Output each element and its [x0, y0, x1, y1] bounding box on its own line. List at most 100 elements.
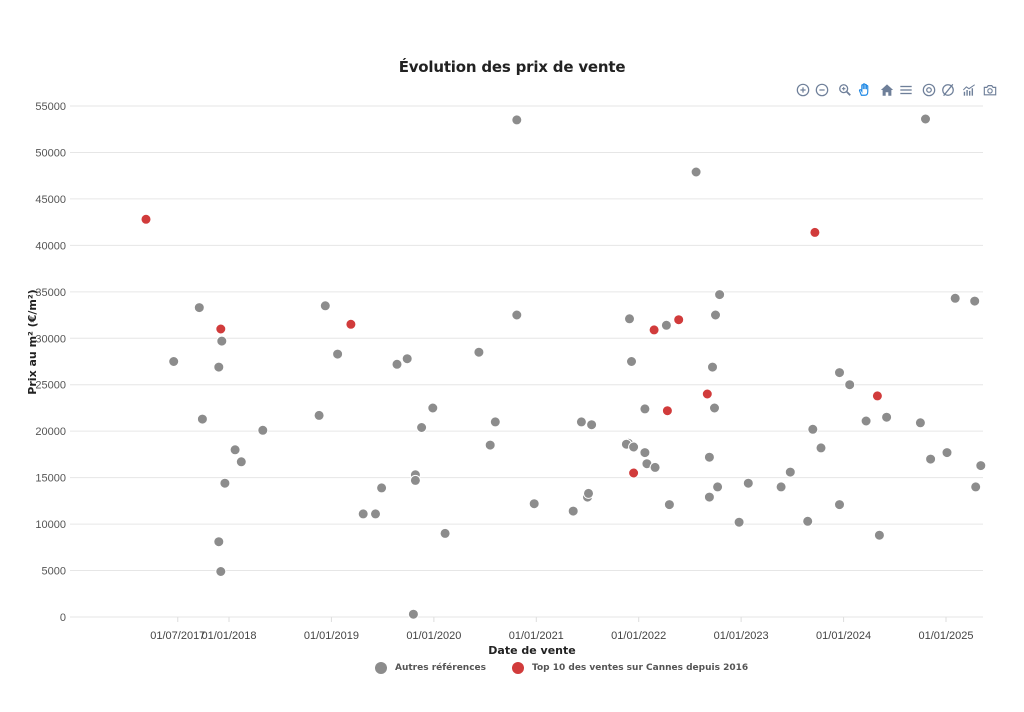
data-point[interactable]	[511, 114, 523, 126]
data-point[interactable]	[663, 499, 675, 511]
data-point[interactable]	[511, 309, 523, 321]
data-point[interactable]	[914, 417, 926, 429]
data-point[interactable]	[140, 213, 152, 225]
marker-button[interactable]	[921, 82, 937, 98]
data-point[interactable]	[807, 423, 819, 435]
zoom-out-button[interactable]	[814, 82, 830, 98]
data-point[interactable]	[742, 477, 754, 489]
data-point[interactable]	[567, 505, 579, 517]
data-point[interactable]	[528, 498, 540, 510]
data-point[interactable]	[639, 403, 651, 415]
data-point[interactable]	[860, 415, 872, 427]
data-point[interactable]	[970, 481, 982, 493]
y-tick-label: 10000	[35, 519, 66, 531]
data-point[interactable]	[489, 416, 501, 428]
data-point[interactable]	[873, 529, 885, 541]
data-point[interactable]	[235, 456, 247, 468]
clear-button[interactable]	[940, 82, 956, 98]
data-point[interactable]	[775, 481, 787, 493]
data-point[interactable]	[319, 300, 331, 312]
data-point[interactable]	[733, 516, 745, 528]
pan-button[interactable]	[856, 82, 872, 98]
data-point[interactable]	[401, 353, 413, 365]
legend-item-autres-references[interactable]: Autres références	[375, 662, 486, 674]
data-point[interactable]	[834, 367, 845, 379]
data-point[interactable]	[376, 482, 388, 494]
legend-item-top-10[interactable]: Top 10 des ventes sur Cannes depuis 2016	[512, 662, 748, 674]
data-point[interactable]	[196, 413, 208, 425]
data-point[interactable]	[881, 411, 893, 423]
data-point[interactable]	[690, 166, 702, 178]
data-point[interactable]	[941, 447, 953, 459]
data-point[interactable]	[809, 226, 821, 238]
data-point[interactable]	[710, 309, 721, 321]
data-point[interactable]	[357, 508, 369, 520]
data-point[interactable]	[712, 481, 724, 493]
y-axis-ticks: 0 5000 10000 15000 20000 25000 30000 35000 40000…	[35, 101, 66, 624]
chart-button[interactable]	[961, 82, 977, 98]
data-point[interactable]	[714, 289, 726, 301]
data-point[interactable]	[391, 358, 403, 370]
data-point[interactable]	[213, 361, 225, 373]
zoom-in-button[interactable]	[795, 82, 811, 98]
data-point[interactable]	[439, 527, 451, 539]
data-point[interactable]	[257, 424, 269, 436]
data-point[interactable]	[229, 444, 241, 456]
data-point[interactable]	[639, 447, 651, 459]
data-point[interactable]	[802, 515, 814, 527]
data-point[interactable]	[707, 361, 718, 373]
data-point[interactable]	[313, 409, 325, 421]
data-point[interactable]	[409, 474, 421, 486]
data-point[interactable]	[871, 390, 883, 402]
data-point[interactable]	[673, 314, 685, 326]
data-point[interactable]	[920, 113, 931, 125]
data-point[interactable]	[628, 441, 640, 453]
data-point[interactable]	[701, 388, 713, 400]
data-point[interactable]	[709, 402, 720, 414]
x-tick-label: 01/01/2024	[816, 630, 871, 642]
data-point[interactable]	[844, 379, 856, 391]
data-point[interactable]	[332, 348, 344, 360]
data-point[interactable]	[416, 422, 428, 433]
circle-target-icon	[922, 83, 936, 97]
data-point[interactable]	[484, 439, 496, 451]
data-point[interactable]	[427, 402, 439, 414]
y-tick-label: 0	[60, 612, 66, 624]
data-point[interactable]	[815, 442, 827, 454]
data-point[interactable]	[215, 323, 227, 335]
data-point[interactable]	[193, 302, 205, 314]
data-point[interactable]	[626, 356, 637, 367]
reset-zoom-button[interactable]	[879, 82, 895, 98]
data-point[interactable]	[213, 536, 225, 548]
data-point[interactable]	[949, 292, 961, 304]
data-point[interactable]	[624, 313, 635, 325]
menu-button[interactable]	[898, 82, 914, 98]
data-point[interactable]	[215, 566, 227, 577]
x-tick-label: 01/01/2022	[611, 630, 666, 642]
data-point[interactable]	[660, 319, 672, 331]
selection-zoom-button[interactable]	[837, 82, 853, 98]
data-point[interactable]	[345, 318, 357, 330]
data-point[interactable]	[834, 499, 845, 511]
download-button[interactable]	[982, 82, 998, 98]
data-point[interactable]	[586, 419, 598, 431]
data-point[interactable]	[784, 466, 796, 478]
data-point[interactable]	[216, 335, 228, 347]
data-point[interactable]	[473, 346, 485, 358]
data-point[interactable]	[925, 453, 937, 465]
data-point[interactable]	[370, 508, 381, 520]
data-point[interactable]	[407, 608, 419, 620]
data-point[interactable]	[648, 324, 660, 336]
data-point[interactable]	[649, 461, 661, 473]
data-point[interactable]	[661, 405, 673, 417]
data-point[interactable]	[975, 460, 987, 472]
data-point[interactable]	[583, 487, 594, 499]
data-point[interactable]	[168, 356, 180, 367]
data-point[interactable]	[969, 295, 981, 307]
data-point[interactable]	[703, 451, 715, 463]
data-point[interactable]	[575, 416, 587, 428]
data-point[interactable]	[703, 491, 715, 503]
data-point[interactable]	[219, 477, 231, 489]
data-point[interactable]	[628, 467, 640, 479]
